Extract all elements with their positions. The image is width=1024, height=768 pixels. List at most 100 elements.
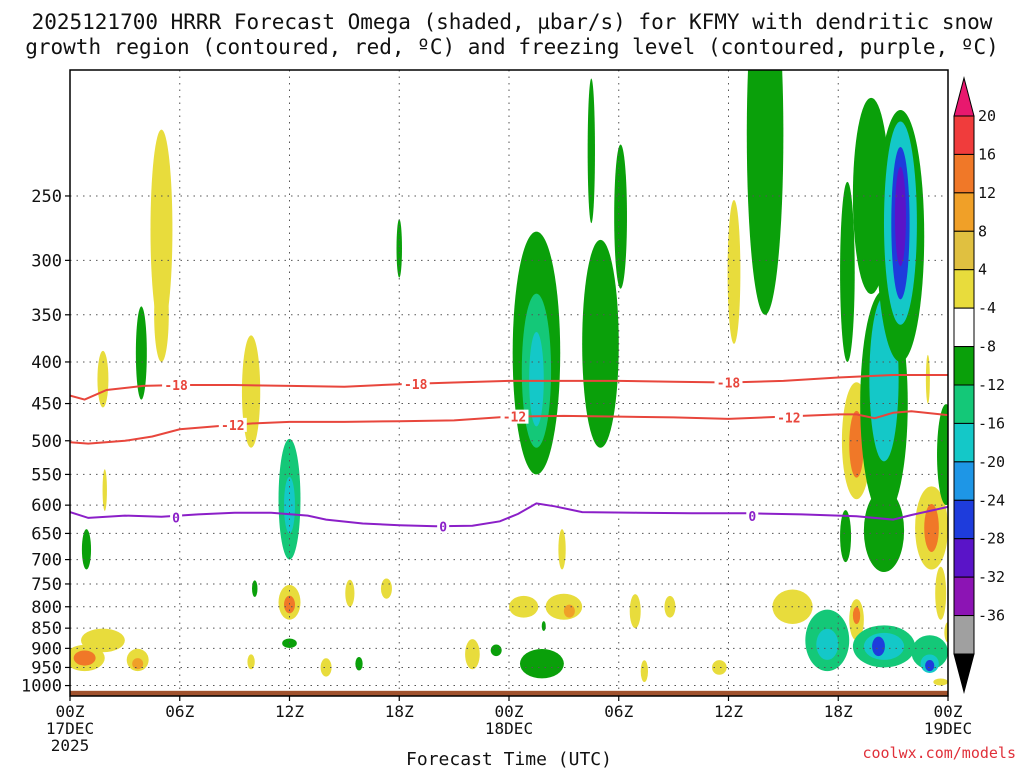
omega-region-22 — [355, 657, 363, 671]
y-tick-label-300: 300 — [31, 251, 62, 271]
omega-region-15 — [284, 476, 295, 534]
omega-region-12 — [247, 654, 255, 670]
omega-region-47 — [816, 628, 839, 660]
colorbar-bin-5 — [953, 269, 975, 309]
omega-region-72 — [933, 678, 948, 686]
omega-region-63 — [872, 636, 885, 657]
omega-region-39 — [629, 594, 641, 629]
contour-label-bg--12-0 — [218, 417, 247, 432]
x-tick-label-24: 00Z — [495, 702, 524, 721]
colorbar-bin-12 — [953, 538, 975, 578]
omega-region-71 — [925, 354, 930, 404]
x-tick-date-48: 19DEC — [924, 719, 972, 738]
site-credit[interactable]: coolwx.com/models — [862, 744, 1016, 762]
colorbar-label-9: -20 — [978, 453, 1005, 471]
x-tick-date-0: 17DEC — [46, 719, 94, 738]
x-tick-label-12: 12Z — [275, 702, 304, 721]
omega-region-59 — [894, 166, 906, 267]
x-axis-title: Forecast Time (UTC) — [406, 749, 612, 768]
omega-region-8 — [135, 306, 147, 400]
y-tick-label-500: 500 — [31, 432, 62, 452]
contour-label-bg--18-2 — [714, 375, 743, 390]
chart-title-line2: growth region (contoured, red, ºC) and f… — [25, 35, 999, 59]
ground-surface — [70, 690, 948, 696]
y-tick-label-250: 250 — [31, 187, 62, 207]
contour-label--12-1: -12 — [503, 411, 526, 426]
omega-region-24 — [465, 639, 480, 670]
omega-region-9 — [150, 129, 173, 330]
omega-region-74 — [840, 510, 852, 563]
colorbar-label-12: -32 — [978, 568, 1005, 586]
colorbar-bin-3 — [953, 192, 975, 232]
omega-region-66 — [925, 660, 935, 672]
colorbar-bin-4 — [953, 230, 975, 271]
colorbar-bin-14 — [953, 615, 975, 655]
omega-region-68 — [924, 503, 939, 552]
colorbar-label-5: -4 — [978, 299, 996, 317]
x-tick-label-48: 00Z — [934, 702, 963, 721]
x-tick-label-36: 12Z — [714, 702, 743, 721]
contour-label-bg--12-2 — [774, 410, 803, 425]
colorbar-bottom-arrow — [953, 653, 975, 694]
omega-shading — [70, 70, 948, 686]
colorbar-label-6: -8 — [978, 338, 996, 356]
omega-region-34 — [509, 595, 539, 618]
x-tick-label-30: 06Z — [604, 702, 633, 721]
contour-label--18-1: -18 — [404, 378, 428, 393]
omega-region-5 — [97, 350, 109, 408]
omega-region-48 — [840, 181, 855, 362]
omega-region-23 — [396, 219, 402, 278]
omega-region-33 — [519, 648, 564, 679]
omega-region-30 — [593, 267, 608, 362]
colorbar-label-13: -36 — [978, 607, 1005, 625]
x-tick-label-42: 18Z — [824, 702, 853, 721]
omega-region-53 — [852, 606, 861, 624]
colorbar-bin-7 — [953, 346, 975, 386]
colorbar-bin-13 — [953, 576, 975, 617]
y-tick-label-700: 700 — [31, 551, 62, 571]
y-tick-label-900: 900 — [31, 639, 62, 659]
colorbar-label-0: 20 — [978, 107, 996, 125]
omega-region-7 — [102, 469, 107, 511]
omega-region-17 — [284, 595, 295, 614]
colorbar-label-4: 4 — [978, 261, 987, 279]
colorbar-bin-8 — [953, 384, 975, 424]
omega-region-69 — [935, 566, 947, 620]
contour-label-0-2: 0 — [748, 510, 756, 525]
colorbar-label-3: 8 — [978, 222, 987, 240]
colorbar-bin-11 — [953, 499, 975, 540]
omega-region-20 — [345, 579, 355, 607]
omega-region-1 — [73, 650, 96, 666]
omega-region-31 — [614, 144, 627, 289]
contour-label--12-0: -12 — [221, 419, 244, 434]
y-tick-label-950: 950 — [31, 658, 62, 678]
colorbar-label-11: -28 — [978, 530, 1005, 548]
contour-label-bg--18-0 — [162, 378, 191, 393]
colorbar: 20 16 12 8 4 -4 -8 -12 -16 -20 -24 -28 -32 -36 — [953, 76, 1005, 694]
colorbar-top-arrow — [953, 76, 975, 117]
omega-region-36 — [563, 604, 575, 618]
contour-label-bg--18-1 — [401, 377, 430, 392]
x-tick-label-0: 00Z — [56, 702, 85, 721]
contour-label-bg-0-2 — [746, 509, 759, 524]
contour-label--18-2: -18 — [717, 377, 741, 392]
omega-region-25 — [490, 644, 502, 657]
contour-label-bg-0-1 — [437, 519, 450, 534]
x-tick-date-24: 18DEC — [485, 719, 533, 738]
omega-region-43 — [712, 660, 727, 675]
contour-label--12-2: -12 — [777, 411, 800, 426]
omega-region-73 — [944, 622, 948, 643]
omega-region-6 — [81, 529, 92, 570]
colorbar-bin-6 — [953, 307, 975, 348]
y-tick-label-650: 650 — [31, 524, 62, 544]
omega-region-60 — [863, 489, 905, 572]
omega-region-42 — [727, 200, 741, 344]
y-tick-label-400: 400 — [31, 353, 62, 373]
omega-region-19 — [320, 658, 332, 677]
chart-title-line1: 2025121700 HRRR Forecast Omega (shaded, … — [31, 10, 993, 34]
omega-region-44 — [746, 70, 784, 315]
omega-region-38 — [541, 621, 546, 632]
omega-region-21 — [380, 578, 392, 599]
y-tick-label-800: 800 — [31, 598, 62, 618]
